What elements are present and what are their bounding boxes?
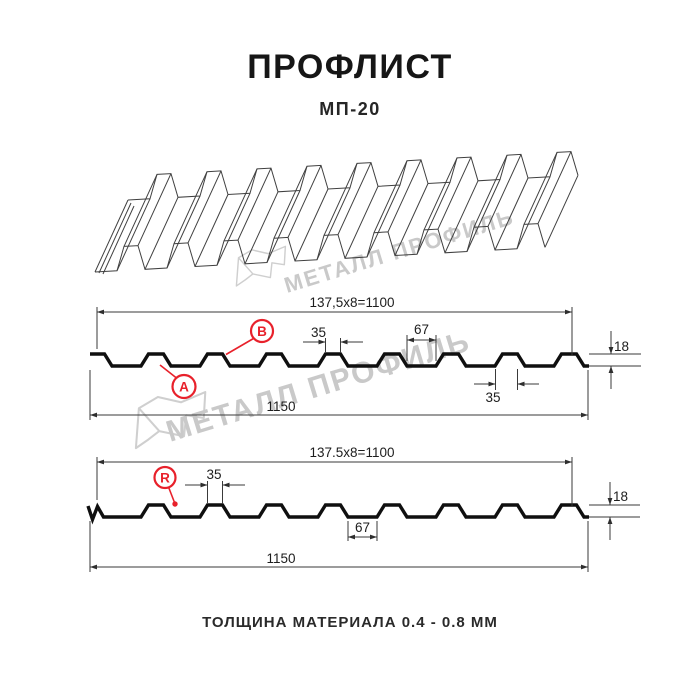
- arrowhead: [340, 339, 348, 345]
- arrowhead: [581, 412, 588, 418]
- arrowhead: [607, 517, 613, 524]
- cross-section-ab: 137,5x8=1100 1150 35 67 18 35 B A: [89, 295, 641, 420]
- dim-working-width: 137.5x8=1100: [310, 445, 395, 460]
- dim-span-67: 67: [414, 322, 429, 337]
- marker-r-dot: [172, 501, 178, 507]
- arrowhead: [370, 534, 377, 540]
- profile-outline: [86, 502, 589, 525]
- marker-a-leader: [159, 364, 177, 379]
- marker-a: A: [179, 380, 189, 395]
- arrowhead: [429, 337, 436, 343]
- arrowhead: [565, 459, 572, 465]
- marker-b: B: [257, 324, 267, 339]
- dim-rib-base-35: 35: [485, 390, 500, 405]
- arrowhead: [565, 309, 572, 315]
- marker-b-leader: [225, 337, 254, 356]
- marker-b-circle: [249, 318, 275, 344]
- watermark: МЕТАЛЛ ПРОФИЛЬ: [162, 325, 474, 449]
- arrowhead: [97, 459, 104, 465]
- cross-section-r: 137.5x8=1100 1150 35 67 18 R: [86, 445, 640, 572]
- watermark-logo: [134, 390, 207, 450]
- dim-rib-top-35: 35: [206, 467, 221, 482]
- marker-a-circle: [171, 373, 197, 400]
- arrowhead: [488, 381, 496, 387]
- arrowhead: [318, 339, 326, 345]
- profile-3d-view: [94, 151, 579, 275]
- dim-height-18: 18: [613, 489, 628, 504]
- arrowhead: [607, 498, 613, 505]
- dim-height-18: 18: [614, 339, 629, 354]
- dim-total-width: 1150: [266, 551, 295, 566]
- arrowhead: [90, 412, 97, 418]
- dim-total-width: 1150: [266, 399, 295, 414]
- arrowhead: [517, 381, 525, 387]
- profile-outline: [90, 352, 589, 368]
- arrowhead: [608, 347, 614, 354]
- arrowhead: [97, 309, 104, 315]
- watermark-text: МЕТАЛЛ ПРОФИЛЬ: [162, 325, 474, 449]
- dim-span-67: 67: [355, 520, 370, 535]
- arrowhead: [608, 366, 614, 373]
- dim-rib-top-35: 35: [311, 325, 326, 340]
- marker-r-leader: [167, 486, 176, 503]
- marker-r: R: [160, 471, 170, 486]
- arrowhead: [581, 564, 588, 570]
- arrowhead: [200, 482, 208, 488]
- arrowhead: [407, 337, 414, 343]
- arrowhead: [348, 534, 355, 540]
- material-thickness-note: ТОЛЩИНА МАТЕРИАЛА 0.4 - 0.8 ММ: [202, 614, 498, 631]
- dim-working-width: 137,5x8=1100: [310, 295, 395, 310]
- marker-r-circle: [153, 465, 177, 490]
- page-title: ПРОФЛИСТ: [247, 48, 453, 86]
- arrowhead: [222, 482, 230, 488]
- profile-model-subtitle: МП-20: [319, 99, 381, 119]
- watermark-logo: [235, 245, 287, 287]
- arrowhead: [90, 564, 97, 570]
